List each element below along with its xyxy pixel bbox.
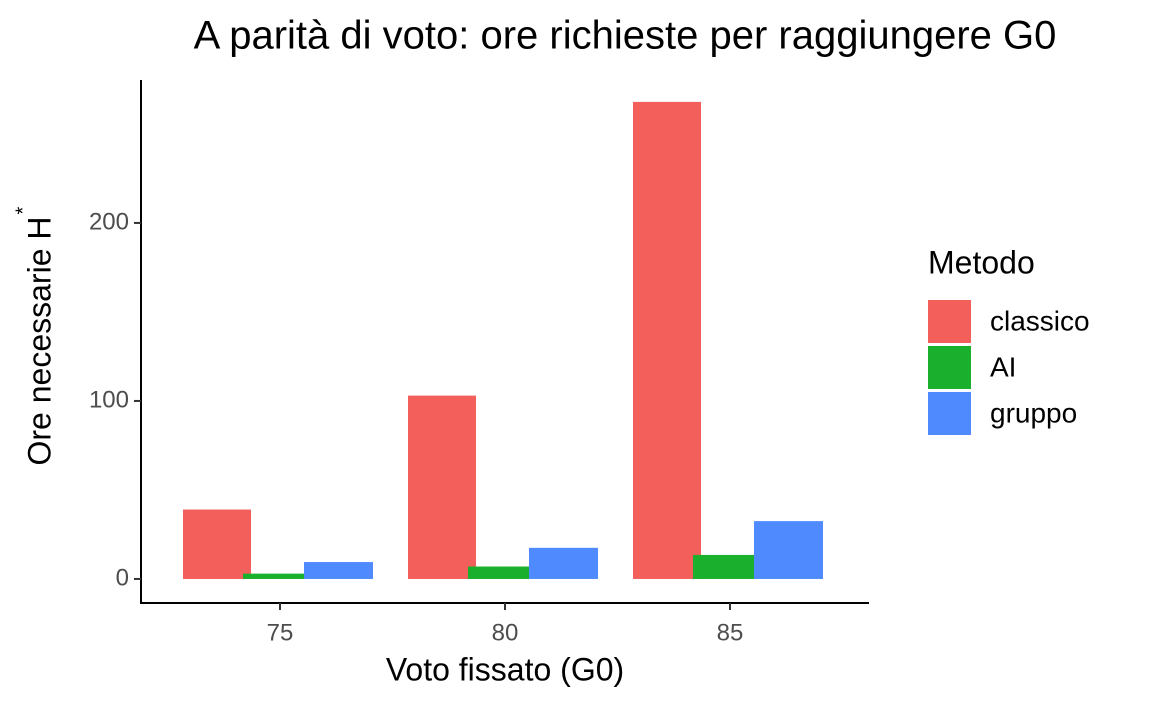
bar	[468, 566, 529, 579]
x-axis-label: Voto fissato (G0)	[386, 651, 624, 687]
bar	[243, 573, 304, 579]
legend-label: classico	[990, 305, 1090, 336]
legend-title: Metodo	[928, 244, 1035, 280]
legend-swatch	[928, 346, 971, 389]
x-tick-label: 85	[717, 619, 744, 646]
y-tick-label: 200	[89, 208, 129, 235]
bar	[408, 395, 476, 579]
legend-label: AI	[990, 351, 1016, 382]
y-tick-label: 100	[89, 386, 129, 413]
y-tick-label: 0	[116, 564, 129, 591]
legend-label: gruppo	[990, 397, 1077, 428]
bar	[304, 562, 373, 579]
bar	[754, 521, 823, 579]
chart-title: A parità di voto: ore richieste per ragg…	[194, 14, 1057, 58]
bar	[529, 547, 598, 579]
legend-swatch	[928, 300, 971, 343]
x-tick-label: 75	[267, 619, 294, 646]
bar	[693, 554, 754, 579]
x-tick-label: 80	[492, 619, 519, 646]
y-axis-label-sup: *	[12, 207, 34, 215]
bar	[183, 509, 251, 579]
legend-swatch	[928, 392, 971, 435]
y-axis-label-group: Ore necessarie H *	[12, 207, 57, 466]
y-axis-label: Ore necessarie H	[21, 217, 57, 466]
bar	[633, 101, 701, 579]
